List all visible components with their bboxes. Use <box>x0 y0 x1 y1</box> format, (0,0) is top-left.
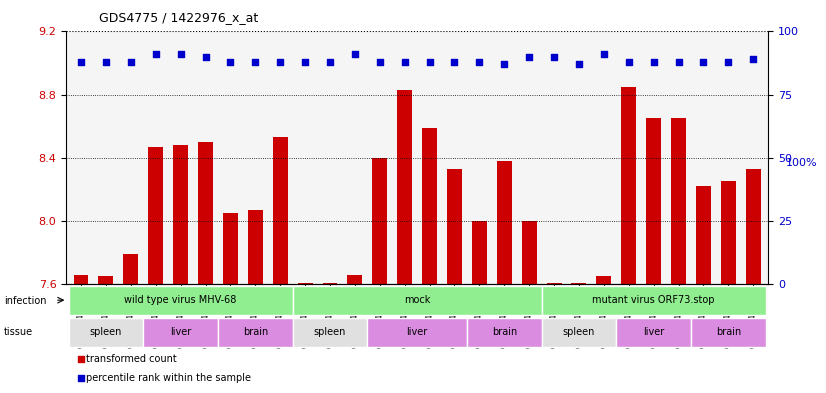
Point <box>74 375 88 381</box>
Text: brain: brain <box>243 327 268 337</box>
Point <box>722 59 735 65</box>
Text: liver: liver <box>170 327 192 337</box>
Bar <box>646 118 661 284</box>
Text: spleen: spleen <box>563 327 596 337</box>
Point <box>398 59 411 65</box>
Bar <box>98 276 113 284</box>
Text: transformed count: transformed count <box>86 354 177 364</box>
FancyBboxPatch shape <box>616 318 691 347</box>
Point <box>99 59 112 65</box>
Point <box>622 59 635 65</box>
Point <box>324 59 337 65</box>
Point <box>298 59 311 65</box>
FancyBboxPatch shape <box>143 318 218 347</box>
Bar <box>596 276 611 284</box>
Point <box>647 59 660 65</box>
Point <box>373 59 387 65</box>
Point <box>349 51 362 57</box>
Bar <box>173 145 188 284</box>
Text: spleen: spleen <box>314 327 346 337</box>
Bar <box>297 283 312 284</box>
Bar <box>273 137 287 284</box>
Bar <box>746 169 761 284</box>
Bar <box>621 87 636 284</box>
Point <box>74 59 88 65</box>
Bar <box>422 128 437 284</box>
Point <box>523 53 536 60</box>
Point <box>697 59 710 65</box>
Text: wild type virus MHV-68: wild type virus MHV-68 <box>125 295 237 305</box>
Bar <box>223 213 238 284</box>
Text: percentile rank within the sample: percentile rank within the sample <box>86 373 251 383</box>
FancyBboxPatch shape <box>368 318 467 347</box>
Bar <box>547 283 562 284</box>
Point <box>249 59 262 65</box>
Point <box>472 59 486 65</box>
FancyBboxPatch shape <box>467 318 542 347</box>
Text: GDS4775 / 1422976_x_at: GDS4775 / 1422976_x_at <box>99 11 259 24</box>
Point <box>150 51 163 57</box>
FancyBboxPatch shape <box>542 318 616 347</box>
Bar <box>148 147 164 284</box>
Bar <box>397 90 412 284</box>
Point <box>273 59 287 65</box>
Point <box>747 56 760 62</box>
Bar <box>322 283 338 284</box>
Y-axis label: 100%: 100% <box>786 158 818 168</box>
Point <box>597 51 610 57</box>
Text: infection: infection <box>4 296 46 306</box>
FancyBboxPatch shape <box>292 286 542 315</box>
Bar <box>373 158 387 284</box>
Text: brain: brain <box>715 327 741 337</box>
Point <box>199 53 212 60</box>
Bar <box>348 275 363 284</box>
Bar <box>198 142 213 284</box>
Bar <box>248 210 263 284</box>
Point <box>548 53 561 60</box>
Text: tissue: tissue <box>4 327 33 337</box>
Point <box>572 61 586 68</box>
Bar <box>472 221 487 284</box>
FancyBboxPatch shape <box>292 318 368 347</box>
Bar <box>123 254 138 284</box>
Point <box>224 59 237 65</box>
Bar <box>696 186 711 284</box>
FancyBboxPatch shape <box>218 318 292 347</box>
Bar <box>447 169 462 284</box>
Text: mock: mock <box>404 295 430 305</box>
Bar <box>496 161 512 284</box>
FancyBboxPatch shape <box>691 318 766 347</box>
Point <box>672 59 685 65</box>
FancyBboxPatch shape <box>542 286 766 315</box>
Point <box>174 51 188 57</box>
FancyBboxPatch shape <box>69 318 143 347</box>
Point <box>124 59 137 65</box>
Bar <box>74 275 88 284</box>
Bar <box>721 182 736 284</box>
Bar <box>671 118 686 284</box>
Text: brain: brain <box>491 327 517 337</box>
Bar <box>522 221 537 284</box>
Point <box>448 59 461 65</box>
Text: spleen: spleen <box>90 327 122 337</box>
Bar <box>572 283 586 284</box>
Point <box>74 356 88 363</box>
Text: mutant virus ORF73.stop: mutant virus ORF73.stop <box>592 295 715 305</box>
Text: liver: liver <box>643 327 664 337</box>
Point <box>497 61 510 68</box>
FancyBboxPatch shape <box>69 286 292 315</box>
Text: liver: liver <box>406 327 428 337</box>
Point <box>423 59 436 65</box>
